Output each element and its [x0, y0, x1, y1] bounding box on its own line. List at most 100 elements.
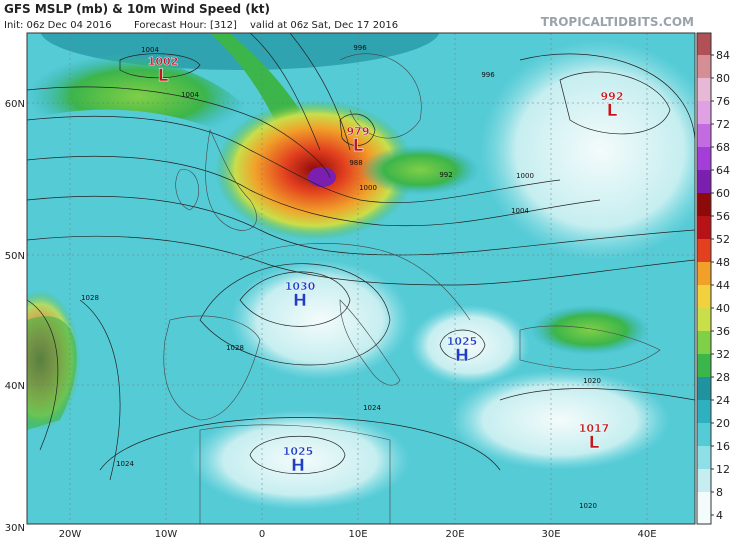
title: GFS MSLP (mb) & 10m Wind Speed (kt) — [4, 2, 270, 16]
colorbar-label: 44 — [716, 279, 730, 292]
calm-zone — [480, 40, 695, 260]
isobar — [27, 235, 695, 286]
isobar-label: 1004 — [511, 207, 529, 215]
isobar — [27, 155, 601, 227]
colorbar-label: 32 — [716, 348, 730, 361]
colorbar-label: 4 — [716, 509, 723, 522]
calm-zone — [190, 410, 410, 510]
forecast-hour: Forecast Hour: [312] — [134, 20, 237, 31]
colorbar-label: 72 — [716, 118, 730, 131]
longitude-label: 10E — [348, 529, 367, 540]
isobar — [289, 33, 351, 151]
isobar-label: 992 — [439, 171, 452, 179]
colorbar-frame — [696, 32, 712, 525]
colorbar-label: 12 — [716, 463, 730, 476]
center-symbol: L — [589, 433, 600, 453]
colorbar-segment — [697, 423, 711, 446]
colorbar-segment — [697, 331, 711, 354]
isobar — [99, 417, 501, 471]
colorbar-label: 84 — [716, 49, 730, 62]
longitude-label: 10W — [155, 529, 178, 540]
isobar-label: 996 — [481, 71, 495, 79]
colorbar-segment — [697, 216, 711, 239]
isobar-label: 1028 — [226, 344, 244, 352]
center-pressure: 1030 — [285, 280, 316, 293]
colorbar-segment — [697, 446, 711, 469]
center-pressure: 1025 — [283, 445, 314, 458]
colorbar-segment — [697, 33, 711, 55]
isobars — [27, 33, 695, 481]
colorbar-segment — [697, 377, 711, 400]
colorbar-label: 16 — [716, 440, 730, 453]
colorbar-segment — [697, 400, 711, 423]
coastline — [339, 53, 422, 139]
isobar — [27, 86, 331, 179]
wind-band — [27, 52, 250, 140]
calm-zone — [450, 370, 670, 470]
center-symbol: L — [158, 66, 169, 86]
colorbar-segment — [697, 124, 711, 147]
colorbar-label: 64 — [716, 164, 730, 177]
center-pressure: 992 — [601, 90, 624, 103]
calm-zone — [230, 260, 410, 380]
colorbar-label: 28 — [716, 371, 730, 384]
wind-band — [360, 145, 480, 195]
colorbar-segment — [697, 170, 711, 193]
isobar-label: 996 — [353, 44, 367, 52]
center-symbol: H — [291, 456, 305, 476]
isobar — [239, 271, 351, 327]
coastline — [199, 424, 391, 524]
colorbar-segment — [697, 239, 711, 262]
isobar — [79, 299, 121, 481]
init-time: Init: 06z Dec 04 2016 — [4, 20, 112, 31]
colorbar-label: 52 — [716, 233, 730, 246]
colorbar-label: 60 — [716, 187, 730, 200]
longitude-label: 20E — [445, 529, 464, 540]
coastline — [339, 299, 401, 386]
isobar — [519, 53, 695, 141]
latitude-label: 50N — [5, 251, 25, 262]
colorbar-label: 80 — [716, 72, 730, 85]
isobar-label: 1020 — [579, 502, 597, 510]
latitude-label: 60N — [5, 99, 25, 110]
isobar — [27, 115, 561, 204]
longitude-label: 20W — [59, 529, 82, 540]
calm-zone — [410, 305, 530, 385]
colorbar-label: 48 — [716, 256, 730, 269]
valid-time: valid at 06z Sat, Dec 17 2016 — [250, 20, 398, 31]
center-symbol: L — [607, 101, 618, 121]
coastline — [163, 315, 261, 421]
colorbar-segment — [697, 193, 711, 216]
isobar-label: 1020 — [583, 377, 601, 385]
colorbar-label: 24 — [716, 394, 730, 407]
wind-band — [530, 305, 650, 355]
isobar — [119, 53, 201, 79]
latitude-label: 30N — [5, 523, 25, 534]
colorbar-segment — [697, 354, 711, 377]
isobar-label: 1028 — [81, 294, 99, 302]
longitude-label: 0 — [259, 529, 265, 540]
colorbar-label: 36 — [716, 325, 730, 338]
map-frame — [26, 32, 696, 525]
colorbar-segment — [697, 147, 711, 170]
isobar-label: 1004 — [141, 46, 159, 54]
colorbar-label: 8 — [716, 486, 723, 499]
latitude-label: 40N — [5, 381, 25, 392]
storm-peak — [308, 167, 336, 187]
colorbar-label: 76 — [716, 95, 730, 108]
isobar-label: 988 — [349, 159, 362, 167]
center-pressure: 1017 — [579, 422, 610, 435]
center-symbol: H — [293, 291, 307, 311]
colorbar-segment — [697, 262, 711, 285]
site-credit: TROPICALTIDBITS.COM — [541, 15, 694, 29]
isobar — [499, 388, 695, 401]
center-symbol: L — [353, 136, 364, 156]
colorbar-label: 68 — [716, 141, 730, 154]
isobar — [559, 71, 671, 135]
isobar — [249, 435, 346, 475]
center-pressure: 1025 — [447, 335, 478, 348]
